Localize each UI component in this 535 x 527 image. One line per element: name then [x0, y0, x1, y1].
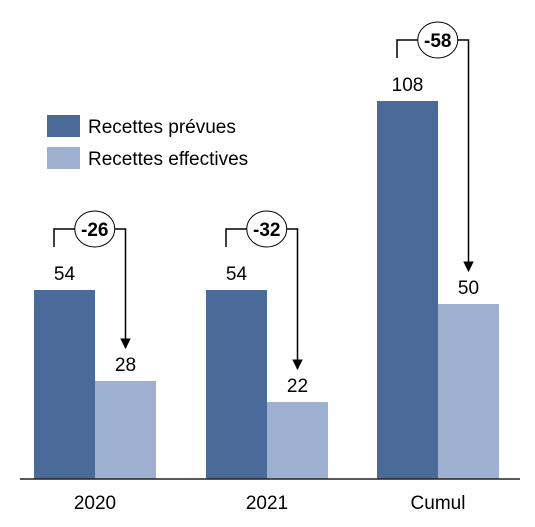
difference-value-1: -32	[253, 220, 280, 241]
difference-annotation-0: -26	[53, 210, 131, 350]
legend-swatch-1	[47, 147, 80, 169]
legend-label-1: Recettes effectives	[88, 149, 248, 170]
difference-value-0: -26	[81, 220, 108, 241]
data-label-prevues-1: 54	[226, 264, 248, 285]
difference-arrow	[286, 228, 303, 371]
x-tick-label-0: 2020	[74, 493, 116, 514]
bar-prevues-2	[377, 101, 438, 479]
bracket-line	[396, 39, 418, 58]
difference-arrow	[114, 228, 131, 350]
labels-layer: 54 28 54 22 108 50	[54, 75, 479, 397]
bar-prevues-0	[34, 290, 95, 479]
bars-layer	[34, 101, 499, 479]
legend-swatch-0	[47, 115, 80, 137]
difference-circle	[246, 210, 288, 248]
data-label-prevues-2: 108	[392, 75, 424, 96]
difference-annotations: -26 -32 -58	[53, 21, 474, 371]
x-tick-label-1: 2021	[246, 493, 288, 514]
difference-circle	[74, 210, 116, 248]
difference-annotation-2: -58	[396, 21, 474, 273]
difference-circle	[417, 21, 459, 59]
difference-annotation-1: -32	[225, 210, 303, 371]
data-label-effectives-1: 22	[287, 376, 308, 397]
x-tick-labels: 2020 2021 Cumul	[74, 493, 466, 514]
data-label-prevues-0: 54	[54, 264, 76, 285]
data-label-effectives-2: 50	[458, 278, 479, 299]
difference-arrow	[457, 39, 474, 273]
data-label-effectives-0: 28	[115, 355, 136, 376]
bracket-line	[225, 228, 247, 247]
difference-value-2: -58	[424, 31, 451, 52]
bar-effectives-2	[438, 304, 499, 479]
x-tick-label-2: Cumul	[411, 493, 466, 514]
legend: Recettes prévues Recettes effectives	[47, 115, 248, 170]
bar-effectives-1	[267, 402, 328, 479]
bar-prevues-1	[206, 290, 267, 479]
bar-effectives-0	[95, 381, 156, 479]
legend-label-0: Recettes prévues	[88, 117, 236, 138]
bracket-line	[53, 228, 75, 247]
